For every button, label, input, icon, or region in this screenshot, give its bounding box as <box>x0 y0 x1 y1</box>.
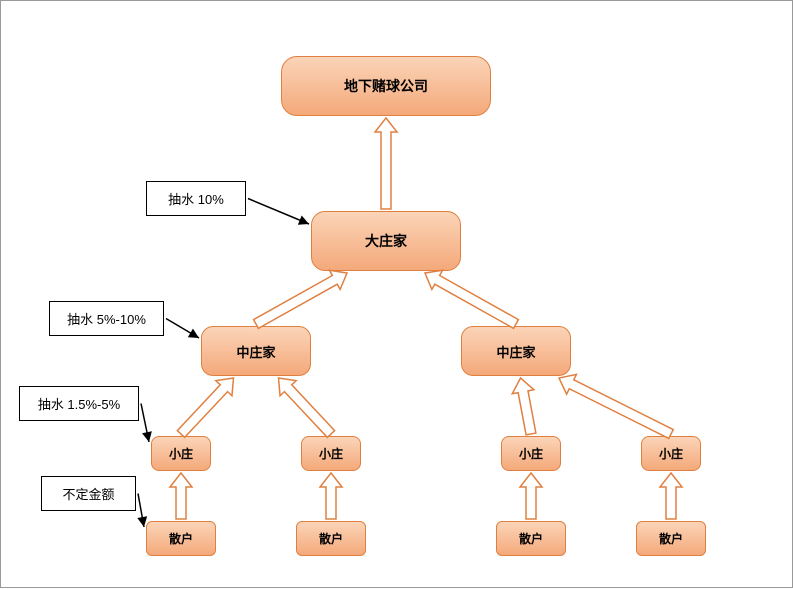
node-label: 小庄 <box>169 445 193 462</box>
label-text: 抽水 5%-10% <box>67 309 146 328</box>
node-retail: 散户 <box>496 521 566 556</box>
node-label: 散户 <box>169 530 193 547</box>
node-label: 小庄 <box>659 445 683 462</box>
node-label: 散户 <box>659 530 683 547</box>
node-mid-bookmaker: 中庄家 <box>461 326 571 376</box>
node-label: 大庄家 <box>365 231 407 251</box>
node-mid-bookmaker: 中庄家 <box>201 326 311 376</box>
node-retail: 散户 <box>146 521 216 556</box>
label-text: 不定金额 <box>62 484 114 503</box>
node-small-bookmaker: 小庄 <box>151 436 211 471</box>
node-label: 中庄家 <box>496 342 535 361</box>
node-label: 散户 <box>319 530 343 547</box>
label-text: 抽水 1.5%-5% <box>38 394 120 413</box>
node-small-bookmaker: 小庄 <box>301 436 361 471</box>
diagram-canvas: 地下赌球公司 大庄家 中庄家 中庄家 小庄 小庄 小庄 小庄 散户 散户 散户 … <box>0 0 793 588</box>
label-text: 抽水 10% <box>168 189 224 208</box>
node-label: 地下赌球公司 <box>344 76 428 96</box>
node-label: 小庄 <box>519 445 543 462</box>
node-company: 地下赌球公司 <box>281 56 491 116</box>
label-rake-10: 抽水 10% <box>146 181 246 216</box>
node-retail: 散户 <box>296 521 366 556</box>
node-small-bookmaker: 小庄 <box>501 436 561 471</box>
label-rake-5-10: 抽水 5%-10% <box>49 301 164 336</box>
node-retail: 散户 <box>636 521 706 556</box>
node-big-bookmaker: 大庄家 <box>311 211 461 271</box>
node-label: 中庄家 <box>236 342 275 361</box>
node-label: 小庄 <box>319 445 343 462</box>
node-small-bookmaker: 小庄 <box>641 436 701 471</box>
label-rake-1-5: 抽水 1.5%-5% <box>19 386 139 421</box>
node-label: 散户 <box>519 530 543 547</box>
label-variable: 不定金额 <box>41 476 136 511</box>
